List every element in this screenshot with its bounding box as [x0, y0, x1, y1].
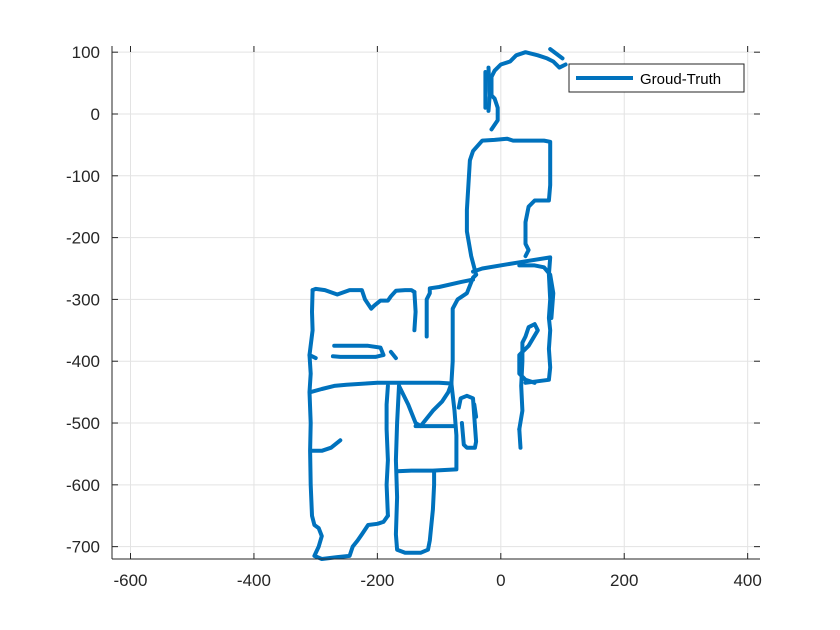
trajectory-segment [308, 380, 454, 395]
x-tick-label: -400 [237, 571, 271, 590]
y-tick-label: -200 [66, 229, 100, 248]
y-tick-label: -100 [66, 167, 100, 186]
x-tick-label: 0 [496, 571, 505, 590]
trajectory-segment [384, 383, 390, 518]
trajectory-segment [486, 65, 492, 113]
y-tick-label: -300 [66, 290, 100, 309]
trajectory-segment [489, 50, 568, 132]
trajectory-segment [517, 263, 556, 320]
trajectory-segment [517, 427, 523, 450]
x-tick-label: 400 [733, 571, 761, 590]
y-tick-labels: 100 0 -100 -200 -300 -400 -500 -600 -700 [66, 43, 100, 556]
y-tick-label: 0 [91, 105, 100, 124]
y-tick-label: 100 [72, 43, 100, 62]
x-tick-labels: -600 -400 -200 0 200 400 [113, 571, 761, 590]
trajectory-segment [330, 343, 386, 359]
trajectory-segment [310, 286, 417, 311]
trajectory-segment [517, 322, 540, 432]
trajectory-segment [307, 288, 390, 561]
y-tick-label: -400 [66, 352, 100, 371]
trajectory-segment [393, 383, 437, 555]
y-tick-label: -600 [66, 476, 100, 495]
y-tick-label: -700 [66, 538, 100, 557]
legend-label: Groud-Truth [640, 71, 721, 88]
trajectory-segment [412, 290, 418, 333]
trajectory-segment [472, 402, 479, 419]
trajectory-segment [456, 393, 479, 450]
ground-truth-trajectory [307, 47, 568, 561]
trajectory-segment [308, 438, 343, 453]
trajectory-segment [388, 349, 398, 361]
trajectory-segment [395, 381, 459, 474]
trajectory-segment [307, 353, 318, 361]
x-tick-label: -600 [113, 571, 147, 590]
trajectory-segment [548, 47, 565, 61]
axes [111, 46, 760, 560]
trajectory-segment [397, 381, 454, 429]
x-tick-label: 200 [610, 571, 638, 590]
trajectory-segment [471, 255, 553, 385]
x-tick-label: -200 [360, 571, 394, 590]
trajectory-segment [424, 277, 475, 339]
y-tick-label: -500 [66, 414, 100, 433]
trajectory-segment [464, 136, 553, 280]
legend: Groud-Truth [568, 63, 745, 93]
